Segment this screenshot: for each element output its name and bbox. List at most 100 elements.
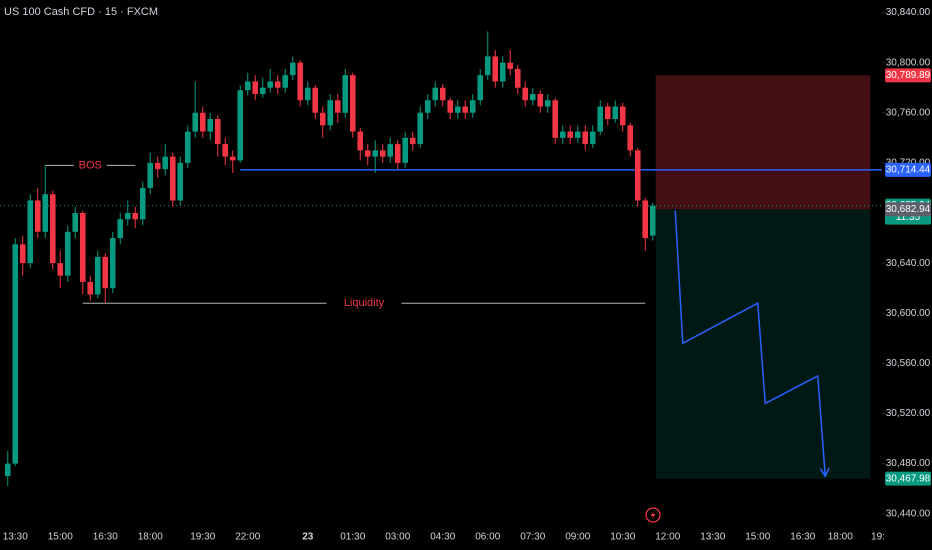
x-tick-label: 16:30	[790, 532, 815, 543]
candle-body	[469, 100, 476, 113]
candle-body	[34, 200, 41, 232]
candle-body	[274, 81, 281, 88]
candle-body	[612, 106, 619, 120]
candle-body	[522, 87, 529, 101]
candle-body	[424, 100, 431, 113]
candle-body	[184, 131, 191, 163]
y-tick-label: 30,480.00	[886, 458, 931, 469]
target-zone	[655, 209, 871, 479]
candle-body	[514, 68, 521, 88]
candle-body	[154, 162, 161, 170]
candle-body	[484, 56, 491, 76]
level-label-bg	[326, 296, 402, 311]
price-badge-label: 30,789.89	[886, 70, 931, 81]
candle-body	[87, 281, 94, 295]
x-tick-label: 19:30	[190, 532, 215, 543]
x-tick-label: 15:00	[48, 532, 73, 543]
candle-body	[559, 131, 566, 138]
candle-body	[537, 93, 544, 107]
candle-body	[417, 112, 424, 145]
candle-body	[244, 81, 251, 91]
candle-body	[432, 87, 439, 101]
candle-body	[544, 100, 551, 107]
level-label-bg	[73, 158, 107, 173]
candle-body	[102, 256, 109, 289]
candle-body	[192, 112, 199, 132]
y-tick-label: 30,760.00	[886, 107, 931, 118]
x-tick-label: 07:30	[520, 532, 545, 543]
candle-body	[582, 131, 589, 145]
x-tick-label: 13:30	[3, 532, 28, 543]
candle-body	[64, 231, 71, 276]
candle-body	[214, 119, 221, 145]
x-tick-label: 10:30	[610, 532, 635, 543]
price-badge-label: 30,467.98	[886, 473, 931, 484]
candle-body	[199, 112, 206, 132]
candle-body	[282, 75, 289, 88]
projection-path	[674, 210, 826, 477]
candle-body	[379, 150, 386, 157]
x-tick-label: 23	[302, 532, 314, 543]
candle-body	[364, 150, 371, 157]
candle-body	[529, 93, 536, 101]
candle-body	[109, 238, 116, 289]
candle-body	[477, 75, 484, 101]
candle-body	[439, 87, 446, 101]
candle-body	[462, 106, 469, 113]
x-tick-label: 04:30	[430, 532, 455, 543]
x-tick-label: 13:30	[700, 532, 725, 543]
candle-body	[12, 244, 19, 464]
candle-body	[4, 463, 11, 477]
price-badge-label: 30,714.44	[886, 164, 931, 175]
x-tick-label: 15:00	[745, 532, 770, 543]
candle-body	[589, 131, 596, 145]
candle-body	[132, 213, 139, 220]
candle-body	[237, 90, 244, 161]
price-badge	[885, 68, 931, 83]
candle-body	[507, 62, 514, 69]
candle-body	[642, 200, 649, 239]
candle-body	[27, 200, 34, 264]
candle-body	[147, 162, 154, 188]
price-badge	[885, 471, 931, 486]
candle-body	[319, 112, 326, 126]
candle-body	[207, 119, 214, 132]
x-tick-label: 01:30	[340, 532, 365, 543]
chart-title: US 100 Cash CFD · 15 · FXCM	[4, 6, 158, 18]
candle-body	[567, 131, 574, 138]
price-badge-label: 30,682.94	[886, 204, 931, 215]
y-tick-label: 30,560.00	[886, 358, 931, 369]
candle-body	[394, 144, 401, 163]
candle-body	[387, 144, 394, 157]
candle-body	[289, 62, 296, 76]
candle-body	[372, 150, 379, 157]
projection-arrowhead	[819, 467, 830, 478]
level-label: BOS	[79, 159, 102, 171]
candle-body	[304, 87, 311, 101]
candle-body	[229, 156, 236, 161]
candle-body	[327, 100, 334, 126]
candle-body	[49, 194, 56, 264]
candle-body	[574, 131, 581, 138]
x-tick-label: 22:00	[235, 532, 260, 543]
candle-body	[79, 213, 86, 282]
x-tick-label: 16:30	[93, 532, 118, 543]
stop-zone	[655, 75, 871, 210]
x-tick-label: 18:00	[138, 532, 163, 543]
candle-body	[19, 244, 26, 264]
candle-body	[222, 144, 229, 157]
y-tick-label: 30,640.00	[886, 258, 931, 269]
y-tick-label: 30,600.00	[886, 308, 931, 319]
price-badge	[885, 202, 931, 217]
candle-body	[177, 162, 184, 201]
candle-body	[627, 125, 634, 151]
candle-body	[342, 75, 349, 113]
price-badge	[885, 162, 931, 177]
y-tick-label: 30,800.00	[886, 57, 931, 68]
candle-body	[312, 87, 319, 113]
candle-body	[169, 156, 176, 201]
alert-icon	[645, 507, 661, 523]
candle-body	[499, 62, 506, 82]
